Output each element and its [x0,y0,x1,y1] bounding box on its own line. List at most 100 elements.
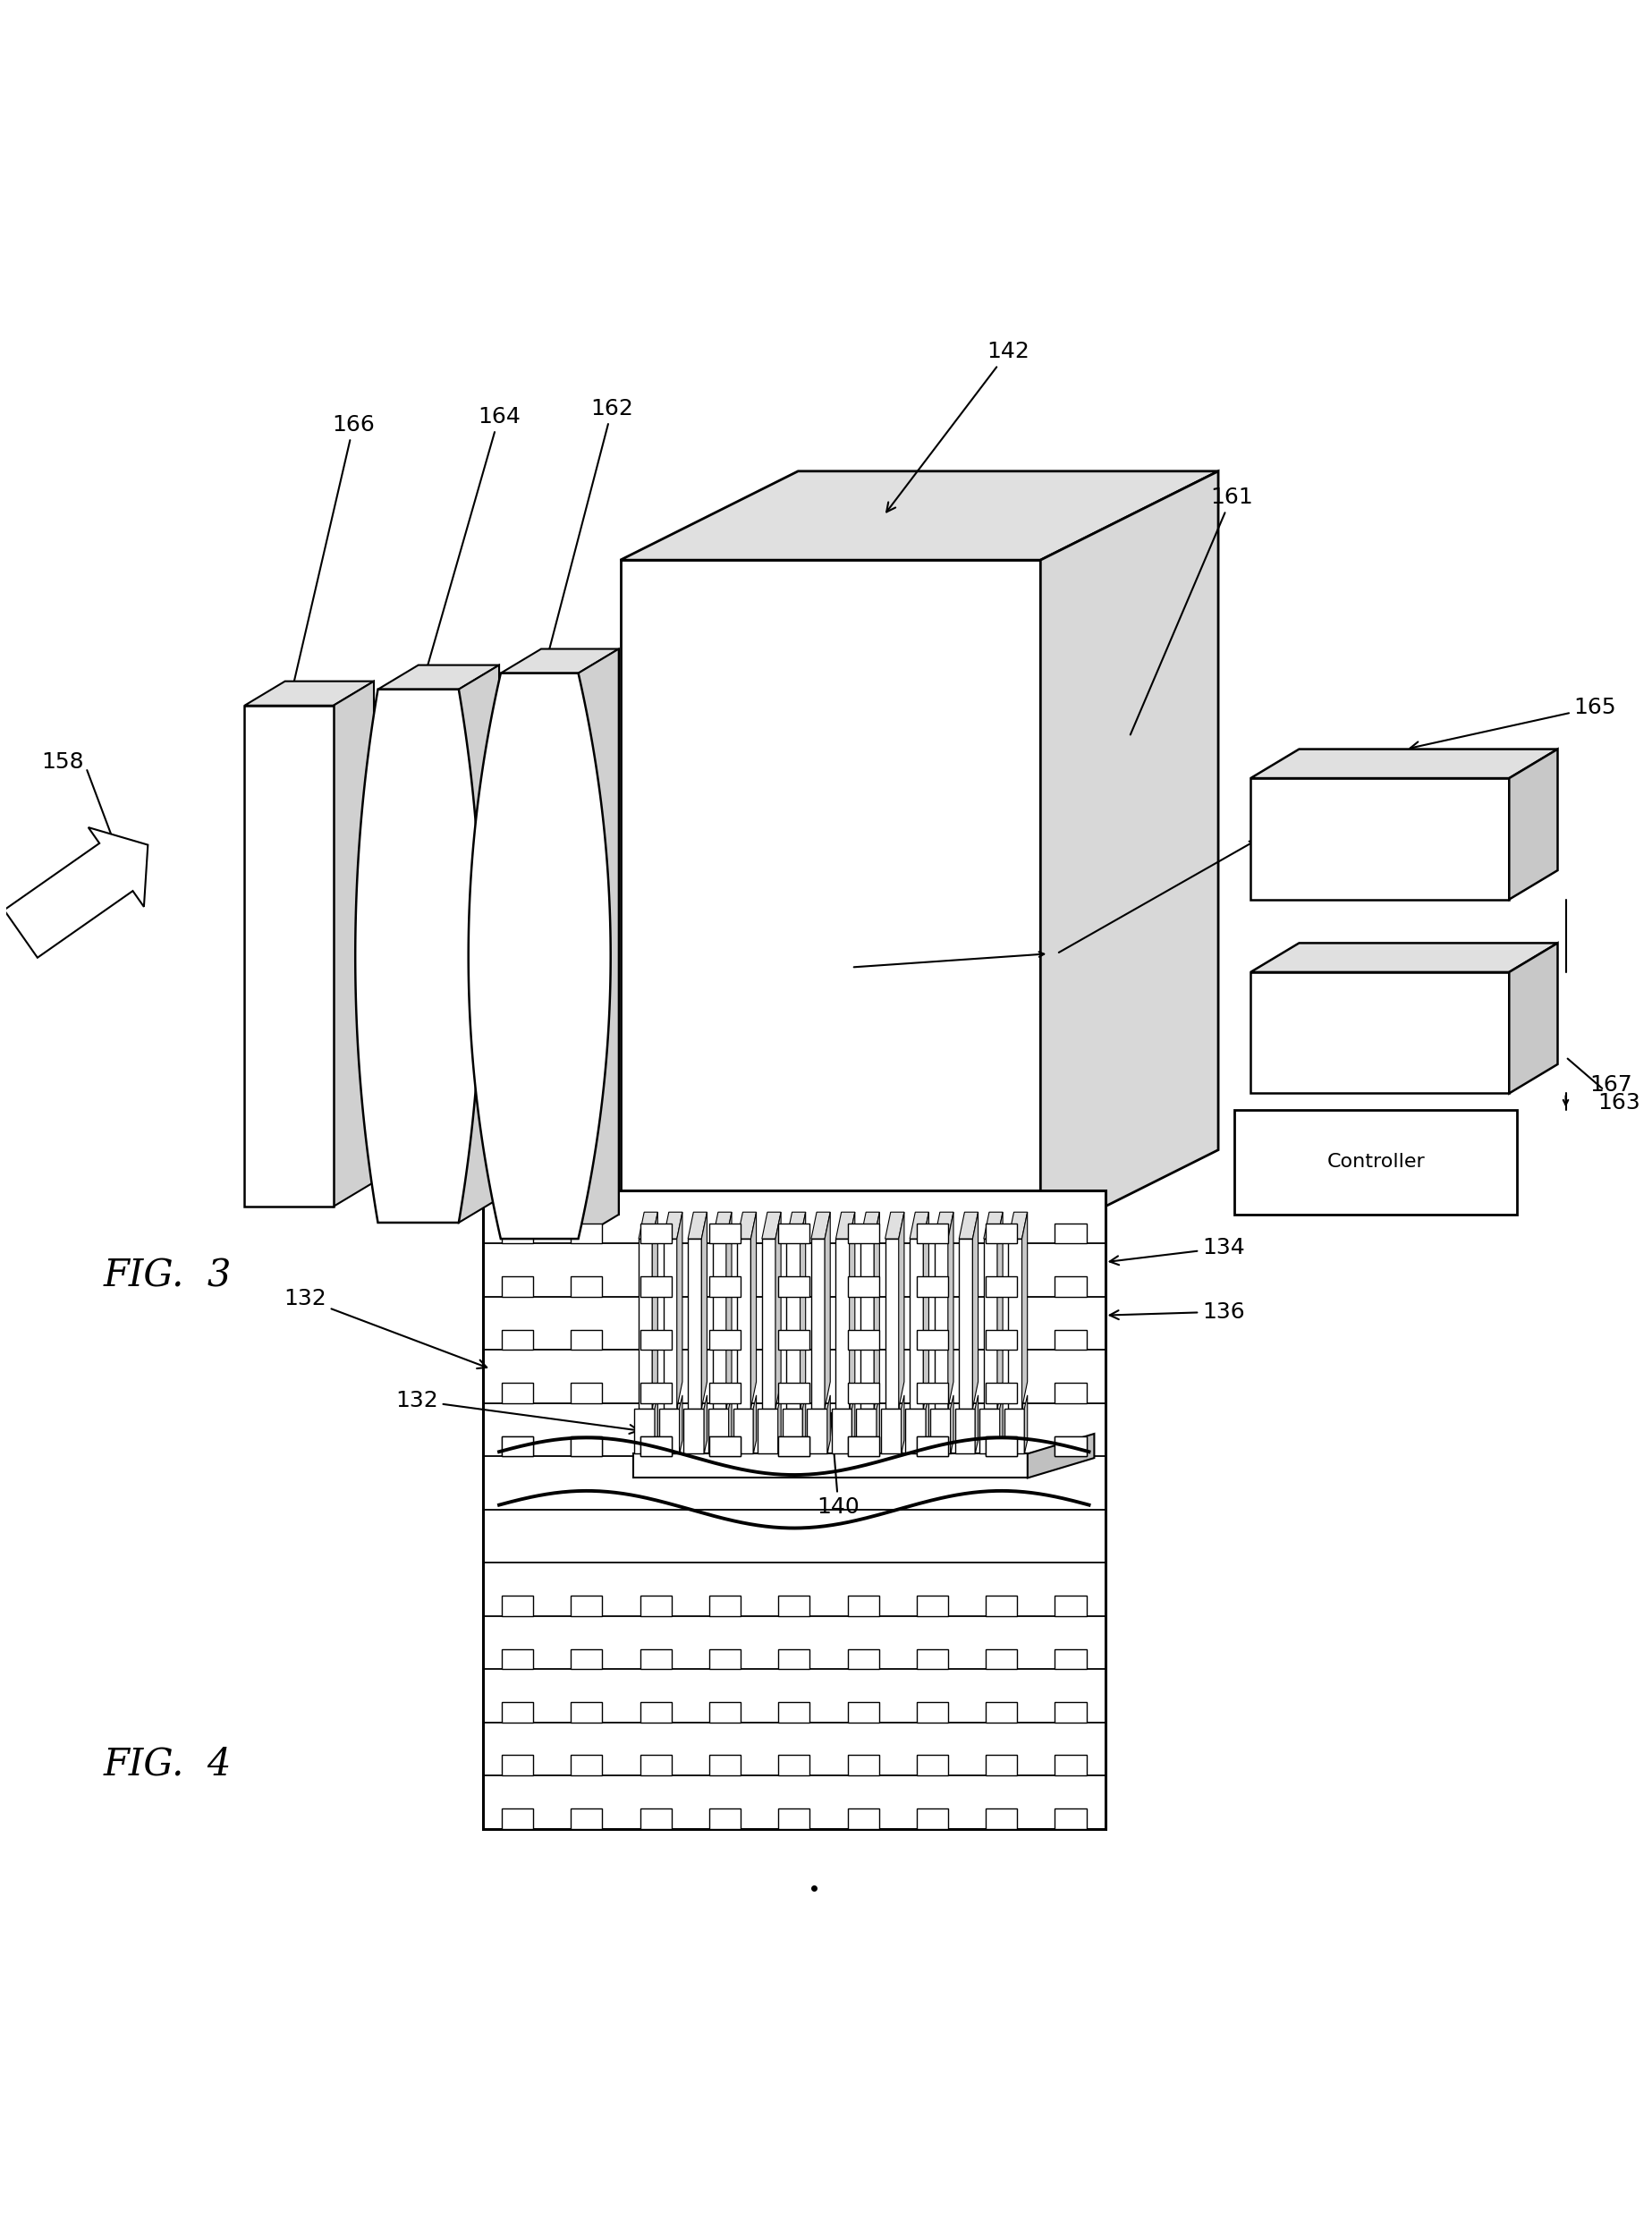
Polygon shape [704,1396,707,1453]
Bar [709,1595,740,1615]
Bar [639,1595,671,1615]
Polygon shape [1251,779,1510,899]
Bar [778,1436,809,1456]
Polygon shape [960,1212,978,1238]
Polygon shape [803,1396,806,1453]
Text: FIG.  4: FIG. 4 [102,1744,231,1782]
Bar [502,1329,534,1349]
Bar [917,1808,948,1828]
Text: 165: 165 [1411,697,1616,750]
Polygon shape [654,1396,657,1453]
Text: 163: 163 [1568,1058,1640,1114]
Bar [847,1702,879,1722]
Bar [572,1649,603,1669]
Bar [986,1223,1018,1243]
Polygon shape [733,1409,753,1453]
Bar [917,1223,948,1243]
Bar [572,1223,603,1243]
Text: 132: 132 [284,1289,487,1369]
Bar [709,1436,740,1456]
Polygon shape [973,1212,978,1409]
Polygon shape [1251,750,1558,779]
Bar [847,1223,879,1243]
Polygon shape [639,1238,653,1409]
Bar [1056,1436,1087,1456]
Polygon shape [783,1409,803,1453]
Polygon shape [687,1212,707,1238]
Bar [709,1382,740,1402]
Polygon shape [983,1238,998,1409]
Polygon shape [653,1212,657,1409]
Polygon shape [1510,943,1558,1094]
Polygon shape [334,681,373,1207]
Polygon shape [729,1396,732,1453]
Polygon shape [935,1238,948,1409]
Bar [847,1649,879,1669]
Polygon shape [861,1238,874,1409]
Polygon shape [955,1409,975,1453]
Bar [502,1382,534,1402]
Polygon shape [753,1396,757,1453]
Bar [639,1808,671,1828]
Polygon shape [950,1396,953,1453]
Text: 136: 136 [1110,1300,1246,1323]
Bar [847,1755,879,1775]
Polygon shape [899,1212,904,1409]
Bar [639,1649,671,1669]
Polygon shape [948,1212,953,1409]
Polygon shape [712,1238,727,1409]
Bar [709,1436,740,1456]
Polygon shape [762,1238,775,1409]
Bar [572,1329,603,1349]
Polygon shape [501,648,620,672]
Bar [639,1276,671,1296]
Polygon shape [905,1409,925,1453]
Bar [572,1276,603,1296]
Text: 162: 162 [545,397,634,666]
Polygon shape [856,1409,877,1453]
Polygon shape [244,681,373,706]
Polygon shape [727,1212,732,1409]
Bar [709,1276,740,1296]
Polygon shape [737,1238,750,1409]
Bar [1056,1808,1087,1828]
Bar [572,1436,603,1456]
Bar [572,1808,603,1828]
Bar [1056,1436,1087,1456]
Text: 142: 142 [887,342,1029,513]
Polygon shape [684,1409,704,1453]
Polygon shape [806,1409,828,1453]
Bar [709,1808,740,1828]
Bar [917,1702,948,1722]
Bar [847,1436,879,1456]
Bar [709,1329,740,1349]
Text: 134: 134 [1110,1238,1246,1265]
Polygon shape [1028,1433,1094,1478]
Bar [709,1223,740,1243]
Bar [1056,1276,1087,1296]
Bar [778,1329,809,1349]
Polygon shape [542,648,620,1214]
Polygon shape [824,1212,831,1409]
Bar [986,1595,1018,1615]
Polygon shape [244,706,334,1207]
Bar [847,1382,879,1402]
Polygon shape [378,666,499,690]
Polygon shape [1041,470,1218,1238]
Text: 132: 132 [395,1389,639,1433]
Bar [847,1276,879,1296]
Bar [639,1755,671,1775]
Polygon shape [930,1409,950,1453]
Polygon shape [3,828,149,959]
Polygon shape [737,1212,757,1238]
Bar [709,1702,740,1722]
Polygon shape [634,1409,654,1453]
Polygon shape [775,1212,781,1409]
Polygon shape [999,1396,1003,1453]
Bar [639,1223,671,1243]
Text: 166: 166 [292,413,375,688]
Bar [917,1382,948,1402]
Polygon shape [1008,1212,1028,1238]
Bar [917,1595,948,1615]
Polygon shape [925,1396,928,1453]
